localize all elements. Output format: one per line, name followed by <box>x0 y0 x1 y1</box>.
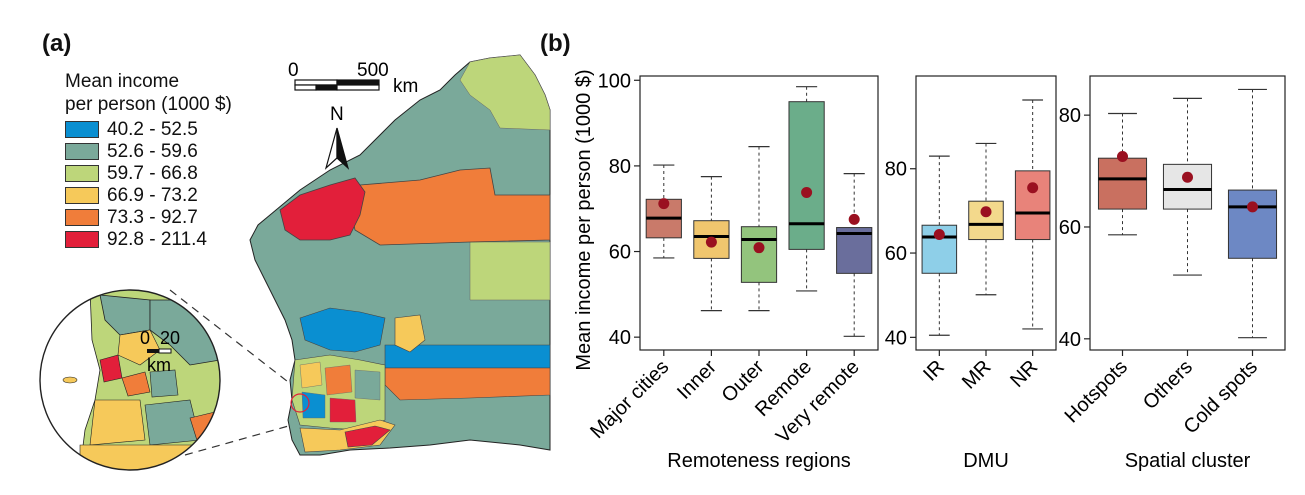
map-region <box>279 177 366 241</box>
box-nr <box>1014 170 1051 241</box>
y-tick-label: 100 <box>598 70 631 92</box>
inset-scalebar-unit: km <box>147 355 171 375</box>
box-remote <box>788 101 825 250</box>
legend-item-label: 92.8 - 211.4 <box>107 228 208 250</box>
x-tick-label: NR <box>1006 356 1042 392</box>
x-tick-label: MR <box>958 356 996 394</box>
x-tick-label: Major cities <box>586 356 673 443</box>
map-region <box>394 314 426 353</box>
x-axis-label: DMU <box>963 450 1009 472</box>
y-tick-label: 80 <box>609 156 631 178</box>
mean-point <box>658 198 670 210</box>
legend-item-label: 66.9 - 73.2 <box>107 184 198 206</box>
box-hotspots <box>1097 157 1148 210</box>
box-very-remote <box>836 227 873 274</box>
legend-swatch <box>65 230 99 248</box>
y-tick-label: 40 <box>609 327 631 349</box>
x-tick-label: Hotspots <box>1061 356 1132 427</box>
map-region <box>384 367 551 401</box>
y-tick-label: 80 <box>885 159 907 181</box>
inset-scalebar-start: 0 <box>140 328 150 348</box>
y-tick-label: 40 <box>885 327 907 349</box>
inset-connector-line <box>169 289 293 386</box>
legend-title-line1: Mean income <box>65 71 180 92</box>
panel-a-label: (a) <box>42 30 72 57</box>
box-cold-spots <box>1227 189 1278 259</box>
legend-item: 66.9 - 73.2 <box>65 184 232 206</box>
mean-point <box>1027 182 1039 194</box>
x-axis-label: Spatial cluster <box>1125 450 1251 472</box>
legend-item: 92.8 - 211.4 <box>65 228 232 250</box>
metro-highlight-circle <box>290 393 310 413</box>
north-arrow-icon: N <box>324 104 350 170</box>
inset-map <box>40 290 220 470</box>
legend-title: Mean income per person (1000 $) <box>65 70 232 116</box>
inset-connector-line <box>184 424 293 456</box>
legend-item-label: 59.7 - 66.8 <box>107 162 198 184</box>
map-region <box>469 241 551 301</box>
box-outer <box>740 226 778 283</box>
legend-item: 59.7 - 66.8 <box>65 162 232 184</box>
income-map: 0 500 km N 0 20 km <box>39 54 551 471</box>
map-region <box>299 307 386 353</box>
legend-item-label: 52.6 - 59.6 <box>107 140 198 162</box>
y-tick-label: 80 <box>1059 105 1081 127</box>
y-tick-label: 40 <box>1059 329 1081 351</box>
map-region <box>329 397 357 423</box>
scalebar-start-label: 0 <box>288 60 299 81</box>
legend-item: 40.2 - 52.5 <box>65 118 232 140</box>
map-region <box>324 364 353 396</box>
y-tick-label: 60 <box>885 243 907 265</box>
inset-frame <box>39 289 221 471</box>
scalebar-end-label: 500 <box>357 60 389 81</box>
y-tick-label: 60 <box>1059 217 1081 239</box>
legend-item-label: 40.2 - 52.5 <box>107 118 198 140</box>
map-region <box>299 361 323 389</box>
mean-point <box>801 186 813 198</box>
mean-point <box>848 213 860 225</box>
map-legend: Mean income per person (1000 $) 40.2 - 5… <box>65 70 232 250</box>
x-tick-label: IR <box>919 356 949 386</box>
legend-swatch <box>65 164 99 182</box>
x-axis-label: Remoteness regions <box>667 450 850 472</box>
legend-item: 73.3 - 92.7 <box>65 206 232 228</box>
mean-point <box>1247 201 1258 213</box>
legend-item: 52.6 - 59.6 <box>65 140 232 162</box>
x-tick-label: Others <box>1139 356 1197 414</box>
legend-swatch <box>65 120 99 138</box>
map-region <box>354 369 381 401</box>
panel-b-label: (b) <box>540 30 571 57</box>
mean-point <box>705 236 717 248</box>
mean-point <box>980 206 992 218</box>
legend-title-line2: per person (1000 $) <box>65 94 232 115</box>
legend-swatch <box>65 142 99 160</box>
map-scalebar: 0 500 km <box>288 60 418 97</box>
north-label: N <box>330 104 344 125</box>
mean-point <box>1117 151 1128 163</box>
boxplot-panel: Mean income per person (1000 $) 40 60 80 10… <box>573 69 1286 472</box>
mean-point <box>933 228 945 240</box>
scalebar-unit-label: km <box>393 76 418 97</box>
inset-scalebar-end: 20 <box>160 328 180 348</box>
box-others <box>1162 163 1213 210</box>
y-tick-label: 60 <box>609 242 631 264</box>
legend-swatch <box>65 186 99 204</box>
map-region <box>344 425 391 448</box>
mean-point <box>753 242 765 254</box>
inset-scalebar: 0 20 km <box>140 328 180 375</box>
y-axis-label: Mean income per person (1000 $) <box>573 69 595 370</box>
mean-point <box>1182 171 1193 183</box>
map-region <box>459 54 551 131</box>
x-tick-label: Inner <box>673 356 721 404</box>
legend-item-label: 73.3 - 92.7 <box>107 206 198 228</box>
legend-swatch <box>65 208 99 226</box>
